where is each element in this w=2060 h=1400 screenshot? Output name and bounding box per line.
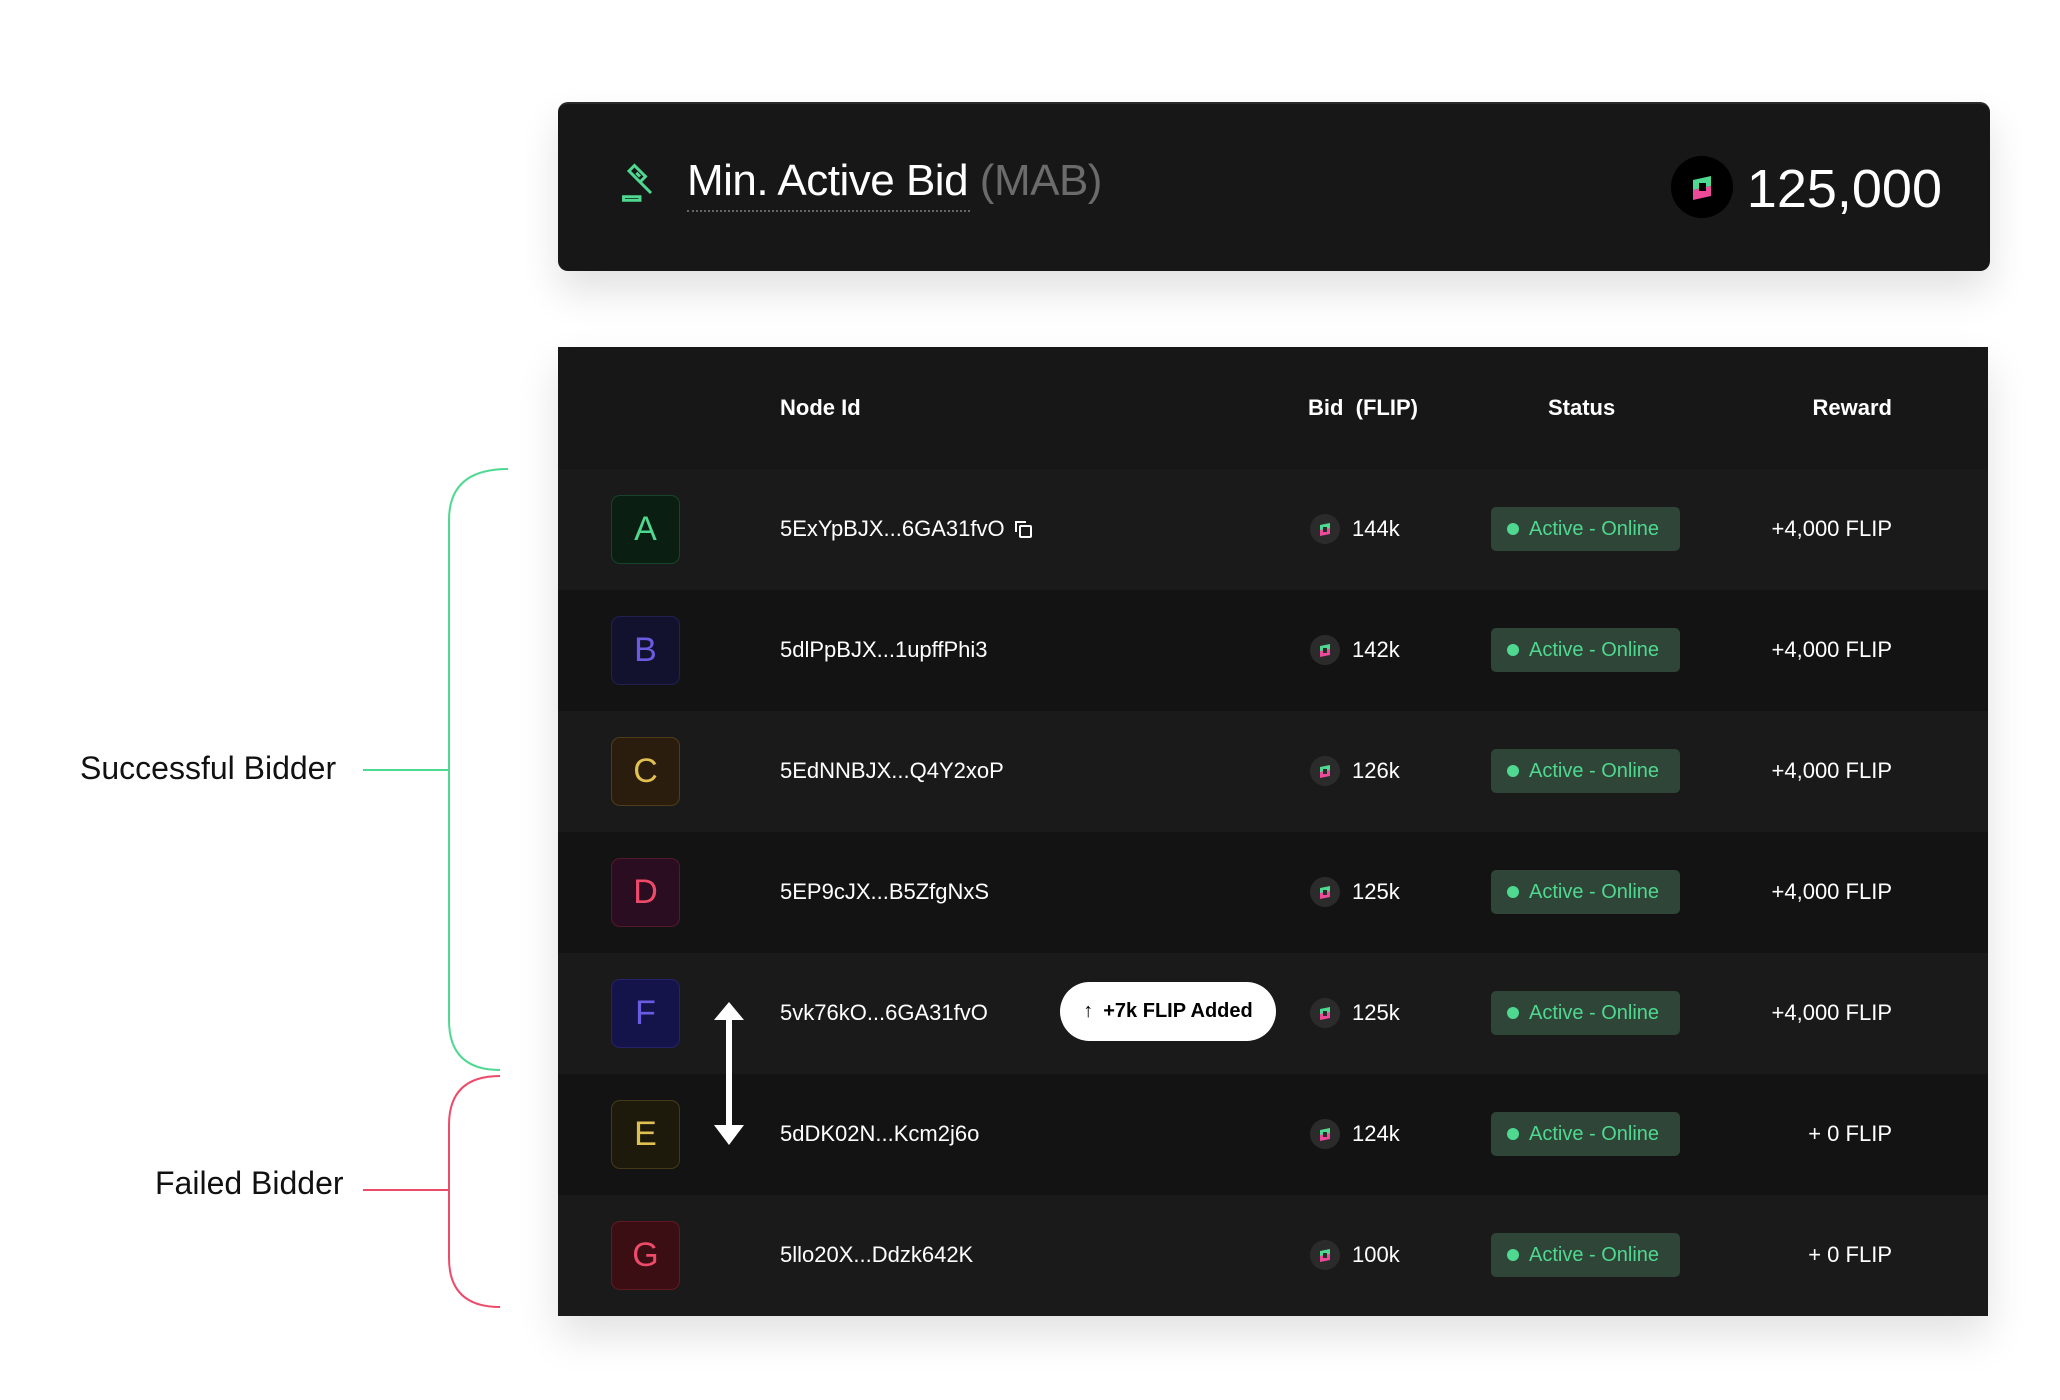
reward: + 0 FLIP xyxy=(1808,1242,1892,1267)
arrow-up-icon: ↑ xyxy=(1083,1000,1094,1022)
node-id: 5llo20X...Ddzk642K xyxy=(780,1242,974,1267)
successful-bidder-label: Successful Bidder xyxy=(80,750,337,786)
col-status: Status xyxy=(1548,395,1616,420)
col-bid: Bid (FLIP) xyxy=(1308,395,1418,420)
bid-amount: 126k xyxy=(1352,758,1400,783)
reward: +4,000 FLIP xyxy=(1771,758,1892,783)
status-dot-icon xyxy=(1507,523,1519,535)
node-avatar: E xyxy=(611,1100,680,1169)
flip-token-icon xyxy=(1310,1240,1340,1270)
status-badge: Active - Online xyxy=(1491,749,1680,793)
copy-icon[interactable] xyxy=(1011,517,1035,541)
flip-token-icon xyxy=(1310,877,1340,907)
node-id: 5ExYpBJX...6GA31fvO xyxy=(780,516,1005,541)
table-row[interactable]: C 5EdNNBJX...Q4Y2xoP 126k Active - Onlin… xyxy=(558,711,1988,832)
status-dot-icon xyxy=(1507,644,1519,656)
status-badge: Active - Online xyxy=(1491,628,1680,672)
status-dot-icon xyxy=(1507,1007,1519,1019)
flip-added-pill: ↑ +7k FLIP Added xyxy=(1060,982,1276,1041)
gavel-icon xyxy=(622,163,653,202)
flip-token-icon xyxy=(1310,1119,1340,1149)
node-id: 5EP9cJX...B5ZfgNxS xyxy=(780,879,990,904)
status-dot-icon xyxy=(1507,765,1519,777)
reward: +4,000 FLIP xyxy=(1771,637,1892,662)
status-badge: Active - Online xyxy=(1491,1112,1680,1156)
bid-amount: 142k xyxy=(1352,637,1400,662)
bid-amount: 144k xyxy=(1352,516,1400,541)
flip-token-icon xyxy=(1310,514,1340,544)
node-id: 5EdNNBJX...Q4Y2xoP xyxy=(780,758,1004,783)
mab-title[interactable]: Min. Active Bid (MAB) xyxy=(687,156,1102,205)
fail-bracket xyxy=(363,1075,501,1308)
bid-amount: 125k xyxy=(1352,879,1400,904)
reward: +4,000 FLIP xyxy=(1771,516,1892,541)
node-id: 5dlPpBJX...1upffPhi3 xyxy=(780,637,988,662)
node-avatar: A xyxy=(611,495,680,564)
failed-bidder-label: Failed Bidder xyxy=(155,1165,344,1201)
col-node-id: Node Id xyxy=(780,395,861,420)
node-id: 5dDK02N...Kcm2j6o xyxy=(780,1121,980,1146)
node-id: 5vk76kO...6GA31fvO xyxy=(780,1000,988,1025)
col-reward: Reward xyxy=(1812,395,1892,420)
swap-arrow-icon xyxy=(714,1002,744,1145)
reward: +4,000 FLIP xyxy=(1771,1000,1892,1025)
reward: +4,000 FLIP xyxy=(1771,879,1892,904)
bid-amount: 100k xyxy=(1352,1242,1400,1267)
status-badge: Active - Online xyxy=(1491,991,1680,1035)
flip-token-icon xyxy=(1671,156,1733,218)
mab-card xyxy=(558,102,1990,271)
status-badge: Active - Online xyxy=(1491,507,1680,551)
status-badge: Active - Online xyxy=(1491,870,1680,914)
reward: + 0 FLIP xyxy=(1808,1121,1892,1146)
node-avatar: B xyxy=(611,616,680,685)
node-avatar: D xyxy=(611,858,680,927)
table-header: Node Id Bid (FLIP) Status Reward xyxy=(558,347,1988,469)
success-bracket xyxy=(363,468,509,1071)
node-avatar: G xyxy=(611,1221,680,1290)
mab-amount: 125,000 xyxy=(1746,159,1942,219)
flip-token-icon xyxy=(1310,998,1340,1028)
table-row[interactable]: A 5ExYpBJX...6GA31fvO 144k Active - Onli… xyxy=(558,469,1988,590)
flip-token-icon xyxy=(1310,756,1340,786)
status-dot-icon xyxy=(1507,886,1519,898)
node-avatar: C xyxy=(611,737,680,806)
table-row[interactable]: G 5llo20X...Ddzk642K 100k Active - Onlin… xyxy=(558,1195,1988,1316)
table-row[interactable]: D 5EP9cJX...B5ZfgNxS 125k Active - Onlin… xyxy=(558,832,1988,953)
node-avatar: F xyxy=(611,979,680,1048)
status-dot-icon xyxy=(1507,1128,1519,1140)
status-dot-icon xyxy=(1507,1249,1519,1261)
tooltip-underline xyxy=(687,210,970,212)
status-badge: Active - Online xyxy=(1491,1233,1680,1277)
table-row[interactable]: B 5dlPpBJX...1upffPhi3 142k Active - Onl… xyxy=(558,590,1988,711)
table-row[interactable]: E 5dDK02N...Kcm2j6o 124k Active - Online… xyxy=(558,1074,1988,1195)
bid-amount: 125k xyxy=(1352,1000,1400,1025)
bid-amount: 124k xyxy=(1352,1121,1400,1146)
flip-token-icon xyxy=(1310,635,1340,665)
